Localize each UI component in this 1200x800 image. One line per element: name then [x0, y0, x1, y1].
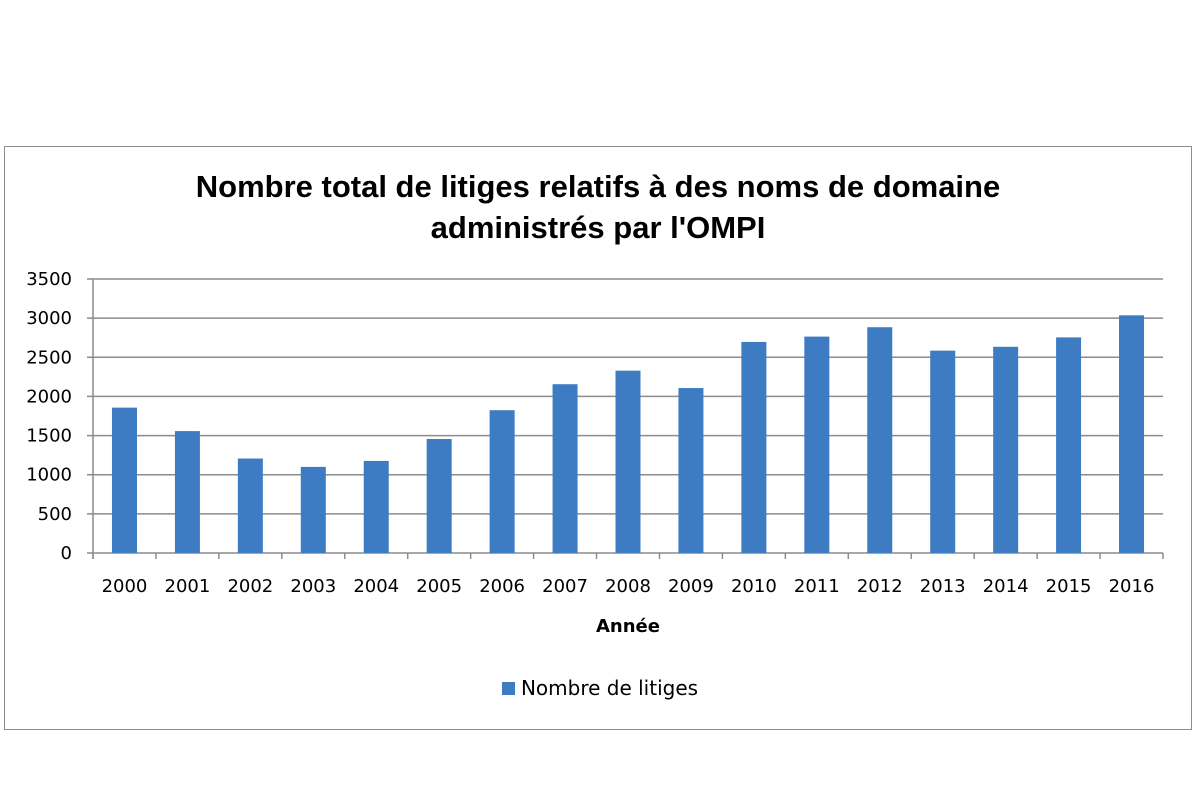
x-tick-label: 2015	[1046, 576, 1092, 597]
y-tick-label: 1500	[26, 426, 72, 447]
chart-frame	[4, 146, 1192, 730]
y-tick-label: 2000	[26, 386, 72, 407]
legend-label: Nombre de litiges	[520, 676, 699, 700]
legend: Nombre de litiges	[0, 676, 1200, 700]
x-tick-label: 2010	[731, 576, 777, 597]
x-tick-label: 2011	[794, 576, 840, 597]
y-tick-label: 1000	[26, 465, 72, 486]
x-tick-label: 2007	[542, 576, 588, 597]
x-tick-label: 2005	[416, 576, 462, 597]
x-tick-label: 2013	[920, 576, 966, 597]
bar-2010	[741, 341, 767, 553]
x-tick-label: 2004	[353, 576, 399, 597]
x-tick-label: 2000	[102, 576, 148, 597]
x-tick-label: 2008	[605, 576, 651, 597]
bar-2002	[237, 458, 263, 553]
bar-2004	[363, 460, 389, 553]
y-tick-label: 3000	[26, 308, 72, 329]
bar-2012	[867, 327, 893, 553]
y-tick-label: 500	[38, 504, 72, 525]
x-tick-label: 2001	[165, 576, 211, 597]
bar-2014	[993, 346, 1019, 553]
x-tick-label: 2016	[1109, 576, 1155, 597]
y-tick-label: 0	[61, 543, 72, 564]
x-tick-label: 2012	[857, 576, 903, 597]
bar-2003	[300, 466, 326, 553]
bar-2015	[1056, 337, 1082, 553]
x-tick-label: 2006	[479, 576, 525, 597]
bar-2016	[1119, 315, 1145, 553]
chart-title-line-1: Nombre total de litiges relatifs à des n…	[195, 169, 1001, 204]
x-axis-label: Année	[596, 616, 660, 637]
y-tick-label: 2500	[26, 347, 72, 368]
chart-title-line-2: administrés par l'OMPI	[430, 210, 766, 245]
legend-swatch	[501, 682, 515, 695]
x-tick-label: 2003	[290, 576, 336, 597]
bar-2009	[678, 388, 704, 553]
y-tick-label: 3500	[26, 269, 72, 290]
bar-2011	[804, 336, 830, 553]
x-tick-label: 2009	[668, 576, 714, 597]
bar-2005	[426, 439, 452, 553]
x-tick-label: 2002	[227, 576, 273, 597]
bar-2007	[552, 384, 578, 553]
x-tick-label: 2014	[983, 576, 1029, 597]
bar-2000	[111, 407, 137, 553]
bar-2006	[489, 410, 515, 553]
bar-2013	[930, 350, 956, 553]
bar-2008	[615, 370, 641, 553]
chart-title: Nombre total de litiges relatifs à des n…	[0, 166, 1196, 248]
bar-2001	[174, 431, 200, 553]
